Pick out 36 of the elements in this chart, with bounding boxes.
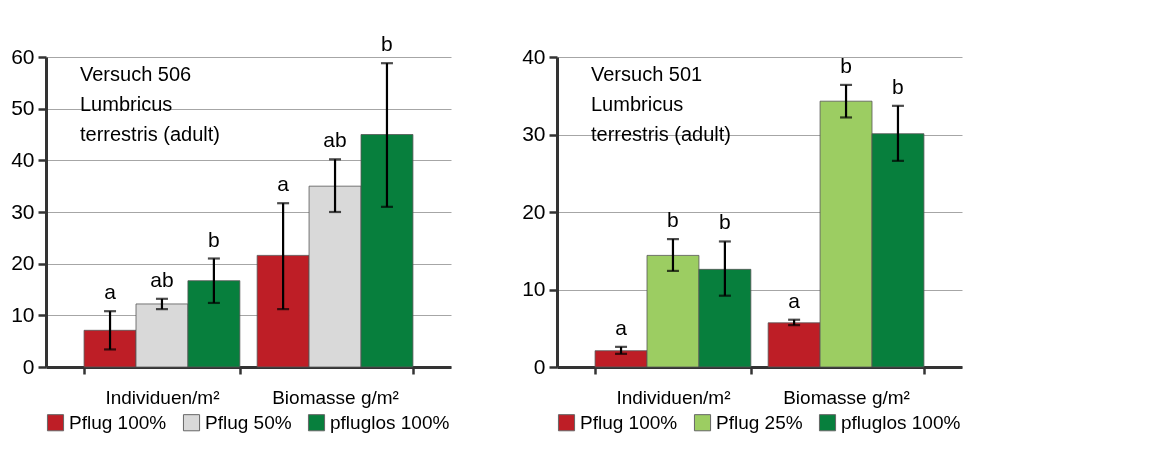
x-tick-label: Biomasse g/m² <box>783 386 910 408</box>
legend-label: pfluglos 100% <box>841 411 961 433</box>
annotation: Versuch 506 Lumbricus terrestris (adult) <box>80 63 221 145</box>
annotation: b <box>719 210 731 234</box>
y-tick-label: 50 <box>11 96 35 120</box>
y-tick-label: 20 <box>11 251 35 275</box>
annotation: a <box>615 315 628 339</box>
y-tick-label: 20 <box>522 199 546 223</box>
annotation: a <box>104 280 117 304</box>
x-tick-label: Biomasse g/m² <box>272 386 399 408</box>
legend-label: Pflug 50% <box>205 411 292 433</box>
x-tick-label: Individuen/m² <box>105 386 220 408</box>
annotation: b <box>208 227 220 251</box>
y-tick-label: 10 <box>11 302 35 326</box>
x-tick-label: Individuen/m² <box>616 386 731 408</box>
y-tick-label: 30 <box>522 122 546 145</box>
legend-label: pfluglos 100% <box>330 411 450 433</box>
legend-label: Pflug 100% <box>69 411 167 433</box>
annotation: Versuch 501 Lumbricus terrestris (adult) <box>591 63 732 145</box>
y-tick-label: 30 <box>11 199 35 223</box>
y-tick-label: 40 <box>11 147 35 171</box>
y-tick-label: 0 <box>22 354 35 378</box>
annotation: ab <box>150 267 174 291</box>
annotation: b <box>667 208 679 232</box>
legend-label: Pflug 25% <box>716 411 803 433</box>
annotation: a <box>788 288 801 312</box>
annotation: b <box>892 74 904 98</box>
annotation: a <box>277 172 290 196</box>
annotation: b <box>840 53 852 77</box>
text: b <box>381 32 393 56</box>
legend-label: Pflug 100% <box>580 411 678 433</box>
y-tick-label: 10 <box>522 277 546 300</box>
y-tick-label: 0 <box>533 354 546 378</box>
y-tick-label: 60 <box>11 44 35 68</box>
annotation: ab <box>323 128 347 152</box>
y-tick-label: 40 <box>522 44 546 68</box>
